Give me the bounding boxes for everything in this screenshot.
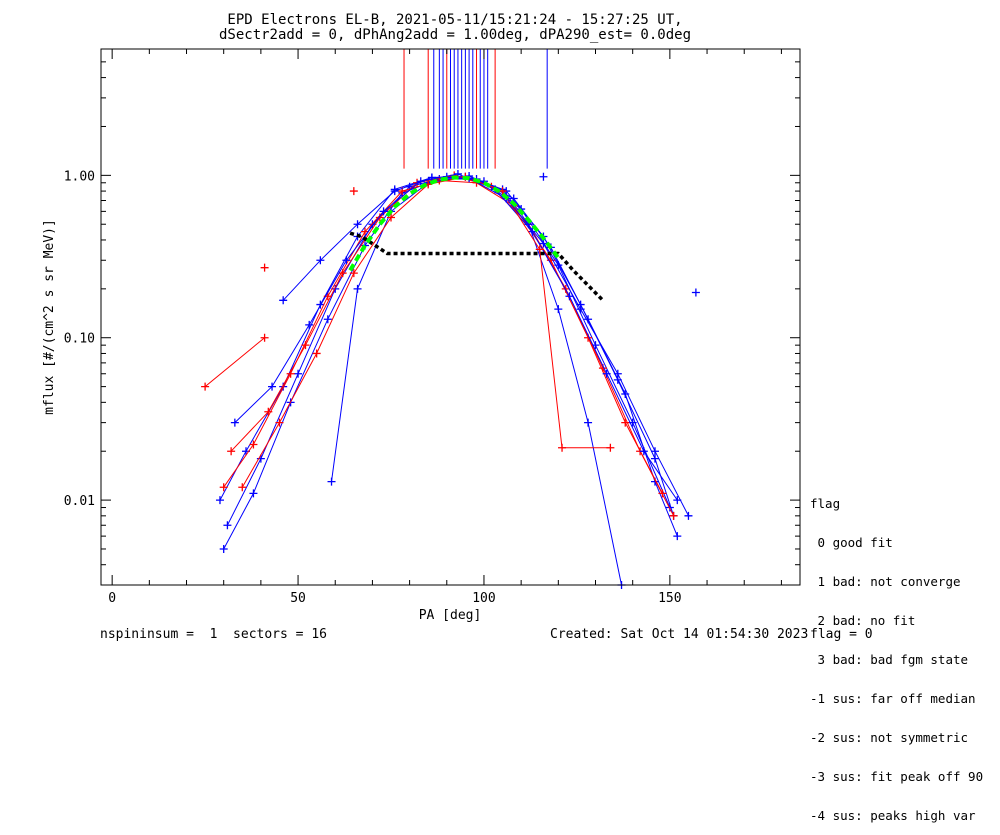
data-point (349, 269, 358, 278)
plot-frame (100, 48, 801, 586)
legend-item: 1 bad: not converge (810, 574, 961, 589)
footer-flag: flag = 0 (810, 627, 873, 642)
series-line (223, 178, 678, 550)
data-point (691, 288, 700, 297)
data-point (353, 284, 362, 293)
chart-title: EPD Electrons EL-B, 2021-05-11/15:21:24 … (227, 12, 682, 28)
data-point (316, 256, 325, 265)
legend-item: -3 sus: fit peak off 90 (810, 769, 984, 784)
data-point (375, 213, 384, 222)
data-point (219, 483, 228, 492)
legend-item: 0 good fit (810, 535, 893, 550)
data-point (338, 269, 347, 278)
data-layer (201, 49, 700, 589)
data-point (301, 341, 310, 350)
series-line (219, 175, 675, 516)
legend-item: 3 bad: bad fgm state (810, 652, 969, 667)
data-point (539, 172, 548, 181)
pitch-angle-distribution-chart: EPD Electrons EL-B, 2021-05-11/15:21:24 … (42, 12, 801, 623)
series-line (241, 176, 611, 488)
y-tick-label: 0.01 (64, 494, 95, 509)
data-point (305, 320, 314, 329)
data-point (669, 511, 678, 520)
data-point (215, 496, 224, 505)
data-point (264, 407, 273, 416)
data-point (427, 173, 436, 182)
data-point (268, 382, 277, 391)
data-point (390, 187, 399, 196)
data-point (275, 418, 284, 427)
x-tick-label: 0 (108, 591, 116, 606)
series-line (331, 176, 622, 586)
axis-layer: 0 50 100 150 0.01 0.10 1.00 (64, 48, 800, 606)
data-point (602, 369, 611, 378)
footer-spin-info: nspininsum = 1 sectors = 16 (100, 627, 327, 642)
series-line (230, 174, 675, 517)
data-point (650, 447, 659, 456)
data-point (294, 369, 303, 378)
data-point (312, 349, 321, 358)
data-point (576, 305, 585, 314)
data-point (323, 315, 332, 324)
y-tick-label: 0.10 (64, 332, 95, 347)
x-tick-label: 150 (658, 591, 681, 606)
data-point (584, 418, 593, 427)
legend-item: -4 sus: peaks high var (810, 808, 976, 823)
footer-created: Created: Sat Oct 14 01:54:30 2023 (550, 627, 809, 642)
data-point (535, 245, 544, 254)
data-point (387, 213, 396, 222)
flag-legend: flag 0 good fit 1 bad: not converge 2 ba… (810, 471, 983, 835)
data-point (606, 443, 615, 452)
data-point (279, 382, 288, 391)
data-point (260, 333, 269, 342)
data-point (342, 256, 351, 265)
data-point (349, 187, 358, 196)
data-point (230, 418, 239, 427)
series-line (204, 337, 265, 387)
fit-curve (348, 175, 560, 272)
data-point (639, 447, 648, 456)
data-point (650, 454, 659, 463)
data-point (260, 263, 269, 272)
data-point (565, 292, 574, 301)
x-tick-label: 50 (290, 591, 306, 606)
data-point (227, 447, 236, 456)
x-tick-label: 100 (472, 591, 495, 606)
y-tick-label: 1.00 (64, 169, 95, 184)
legend-title: flag (810, 496, 841, 511)
data-point (219, 544, 228, 553)
legend-item: -2 sus: not symmetric (810, 730, 969, 745)
legend-item: 2 bad: no fit (810, 613, 916, 628)
data-point (249, 489, 258, 498)
data-point (673, 532, 682, 541)
data-point (223, 521, 232, 530)
data-point (353, 220, 362, 229)
data-point (201, 382, 210, 391)
data-point (613, 369, 622, 378)
data-point (279, 296, 288, 305)
chart-subtitle: dSectr2add = 0, dPhAng2add = 1.00deg, dP… (219, 27, 691, 43)
data-point (327, 477, 336, 486)
x-axis-label: PA [deg] (419, 608, 482, 623)
data-point (379, 207, 388, 216)
series-line (282, 176, 689, 517)
data-point (238, 483, 247, 492)
legend-item: -1 sus: far off median (810, 691, 976, 706)
data-point (554, 305, 563, 314)
data-point (558, 443, 567, 452)
data-point (684, 511, 693, 520)
y-axis-label: mflux [#/(cm^2 s sr MeV)] (42, 219, 57, 415)
data-point (249, 440, 258, 449)
data-point (621, 418, 630, 427)
median-curve (349, 231, 605, 302)
